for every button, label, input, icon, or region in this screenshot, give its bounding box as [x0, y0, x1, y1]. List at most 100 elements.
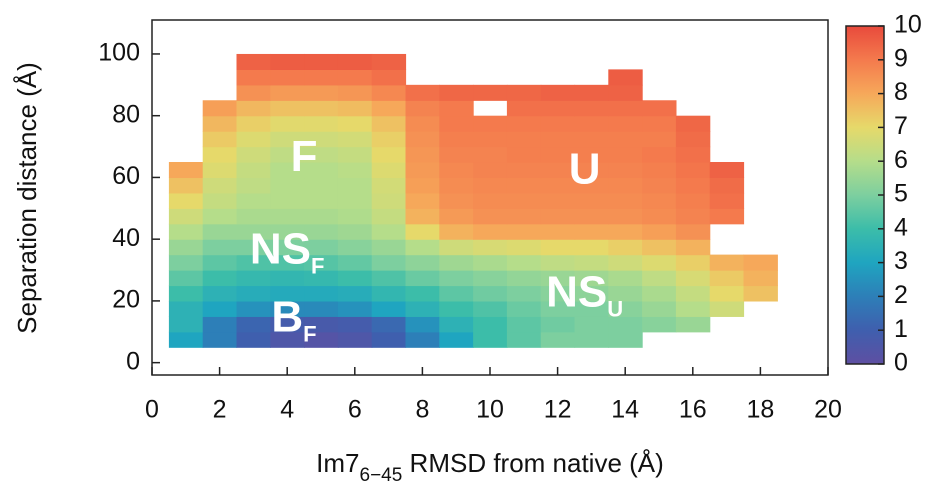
- colorbar-tick-label: 0: [894, 349, 908, 377]
- colorbar-tick-label: 2: [894, 281, 908, 309]
- heat-cell: [405, 285, 440, 302]
- heat-cell: [608, 270, 643, 287]
- region-label: BF: [271, 292, 316, 346]
- y-tick-label: 100: [98, 39, 140, 67]
- heat-cell: [540, 192, 576, 209]
- x-axis-title-main: Im7: [316, 448, 359, 478]
- heat-cell: [574, 177, 609, 194]
- heat-cell: [506, 254, 542, 271]
- heat-cell: [608, 254, 643, 271]
- heat-cell: [337, 131, 373, 148]
- heat-cell: [202, 331, 238, 348]
- heat-cell: [405, 84, 440, 101]
- heat-cell: [371, 53, 407, 70]
- heat-cell: [473, 285, 508, 302]
- y-tick-label: 40: [112, 224, 140, 252]
- heat-cell: [202, 223, 238, 240]
- heat-cell: [337, 115, 373, 132]
- heat-cell: [439, 208, 474, 225]
- heat-cell: [236, 208, 271, 225]
- heat-cell: [608, 100, 643, 117]
- heat-cell: [709, 192, 745, 209]
- heat-cell: [540, 239, 576, 256]
- heat-cell: [608, 331, 643, 348]
- heat-cell: [473, 162, 508, 179]
- heat-cell: [202, 100, 238, 117]
- heat-cell: [337, 331, 373, 348]
- heat-cell: [473, 177, 508, 194]
- heat-cell: [304, 100, 339, 117]
- heat-cell: [574, 100, 609, 117]
- heat-cell: [236, 254, 271, 271]
- heat-cell: [574, 316, 609, 333]
- heat-cell: [506, 331, 542, 348]
- heat-cell: [574, 223, 609, 240]
- heat-cell: [270, 223, 305, 240]
- heat-cell: [574, 270, 609, 287]
- heat-cell: [202, 239, 238, 256]
- heat-cell: [540, 100, 576, 117]
- heat-cell: [405, 239, 440, 256]
- heat-cell: [675, 316, 711, 333]
- heat-cell: [304, 115, 339, 132]
- heat-cell: [236, 270, 271, 287]
- region-label-text: NS: [546, 267, 607, 316]
- heat-cell: [304, 84, 339, 101]
- colorbar-tick-label: 10: [894, 11, 922, 39]
- heat-cell: [168, 316, 204, 333]
- heat-cell: [168, 223, 204, 240]
- heat-cell: [236, 239, 271, 256]
- heat-cell: [371, 285, 407, 302]
- heat-cell: [337, 239, 373, 256]
- heat-cell: [608, 162, 643, 179]
- heat-cell: [439, 100, 474, 117]
- heat-cell: [642, 300, 677, 317]
- heat-cell: [304, 300, 339, 317]
- y-axis-title: Separation distance (Å): [12, 62, 42, 334]
- heat-cell: [337, 254, 373, 271]
- colorbar-tick-label: 8: [894, 78, 908, 106]
- x-tick-label: 16: [679, 396, 707, 424]
- heat-cell: [574, 162, 609, 179]
- heat-cell: [202, 254, 238, 271]
- heat-cell: [642, 115, 677, 132]
- heat-cell: [540, 115, 576, 132]
- heat-cell: [304, 223, 339, 240]
- heat-cell: [405, 146, 440, 163]
- heat-cell: [642, 316, 677, 333]
- colorbar-tick-label: 5: [894, 180, 908, 208]
- heat-cell: [270, 162, 305, 179]
- heat-cell: [473, 223, 508, 240]
- heat-cell: [270, 192, 305, 209]
- heat-cell: [236, 285, 271, 302]
- y-tick-label: 80: [112, 100, 140, 128]
- heat-cell: [675, 239, 711, 256]
- heat-cell: [574, 300, 609, 317]
- heat-cell: [304, 53, 339, 70]
- heat-cell: [473, 115, 508, 132]
- heat-cell: [168, 239, 204, 256]
- heat-cell: [506, 316, 542, 333]
- heat-cell: [405, 331, 440, 348]
- heat-cell: [506, 100, 542, 117]
- heat-cell: [439, 270, 474, 287]
- heat-cell: [236, 131, 271, 148]
- heat-cell: [405, 115, 440, 132]
- heat-cell: [642, 131, 677, 148]
- heat-cell: [337, 223, 373, 240]
- heat-cell: [709, 177, 745, 194]
- heat-cell: [540, 270, 576, 287]
- heat-cell: [540, 162, 576, 179]
- region-label-sub: F: [311, 253, 324, 278]
- heat-cell: [236, 53, 271, 70]
- heat-cell: [473, 146, 508, 163]
- heat-cell: [168, 162, 204, 179]
- heat-cell: [675, 146, 711, 163]
- heat-cell: [608, 239, 643, 256]
- heat-cell: [642, 146, 677, 163]
- heat-cell: [675, 223, 711, 240]
- heat-cell: [337, 270, 373, 287]
- x-tick-label: 10: [476, 396, 504, 424]
- heat-cell: [168, 300, 204, 317]
